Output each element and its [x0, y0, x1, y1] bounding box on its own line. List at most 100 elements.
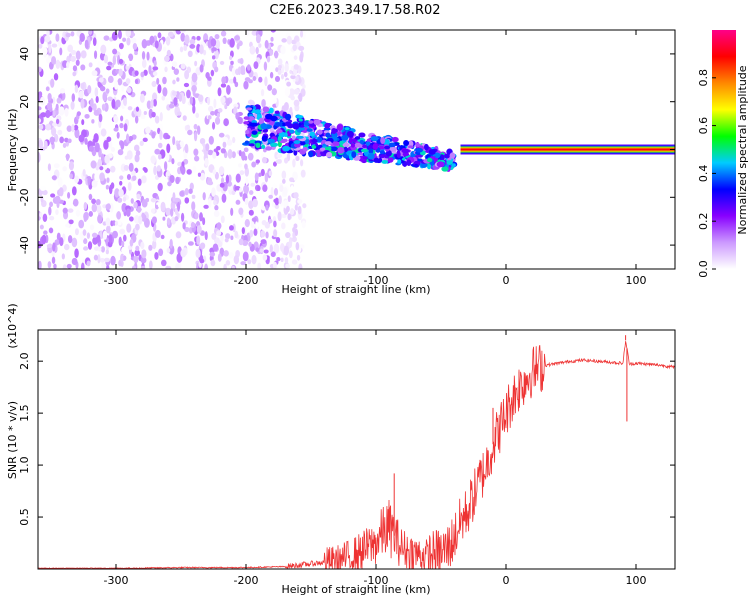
spectrogram-cell: [446, 160, 453, 165]
spectrogram-cell: [302, 203, 307, 209]
spectrogram-cell: [264, 39, 269, 49]
spectrogram-cell: [189, 182, 194, 191]
spectrogram-cell: [336, 124, 344, 131]
spectrogram-cell: [42, 189, 48, 196]
spectrogram-cell: [359, 139, 365, 145]
spectrogram-cell: [43, 140, 48, 150]
spectrogram-cell: [222, 37, 227, 45]
spectrogram-cell: [88, 30, 93, 35]
spectrogram-cell: [198, 94, 204, 103]
spectrogram-cell: [95, 198, 101, 206]
spectrogram-cell: [244, 197, 249, 205]
spectrogram-cell: [91, 232, 98, 238]
spectrogram-cell: [180, 212, 185, 222]
carrier-band: [460, 148, 675, 151]
spectrogram-cell: [46, 57, 51, 64]
spectrogram-cell: [71, 124, 75, 133]
spectrogram-cell: [114, 220, 119, 226]
spectrogram-cell: [124, 155, 129, 160]
spectrogram-cell: [176, 201, 181, 212]
spectrogram-cell: [83, 202, 88, 210]
spectrogram-cell: [178, 93, 183, 102]
spectrogram-cell: [199, 258, 205, 264]
spectrogram-cell: [298, 263, 303, 269]
spectrogram-cell: [78, 219, 85, 229]
spectrogram-cell: [297, 205, 302, 215]
spectrogram-cell: [306, 128, 313, 132]
spectrogram-cell: [199, 212, 203, 222]
spectrogram-cell: [402, 162, 407, 167]
spectrogram-cell: [237, 66, 241, 76]
spectrogram-cell: [45, 86, 50, 92]
spectrogram-cell: [101, 104, 106, 111]
spectrogram-cell: [282, 145, 290, 152]
spectrogram-cell: [133, 255, 139, 264]
spectrogram-cell: [248, 209, 254, 216]
spectrogram-cell: [154, 115, 160, 124]
spectrogram-cell: [261, 156, 268, 164]
spectrogram-cell: [342, 142, 350, 148]
spectrogram-cell: [125, 78, 131, 85]
spectrogram-cell: [297, 199, 303, 204]
spectrogram-x-label: Height of straight line (km): [281, 283, 430, 296]
spectrogram-cell: [107, 96, 113, 102]
spectrogram-cell: [53, 163, 60, 169]
spectrogram-cell: [212, 243, 219, 252]
spectrogram-cell: [259, 248, 264, 253]
spectrogram-cell: [204, 157, 209, 167]
spectrogram-cell: [151, 131, 156, 139]
spectrogram-cell: [195, 248, 201, 258]
spectrogram-cell: [260, 230, 266, 238]
spectrogram-cell: [268, 219, 273, 224]
spectrogram-cell: [69, 173, 73, 179]
spectrogram-cell: [298, 118, 303, 122]
spectrogram-cell: [229, 38, 235, 48]
spectrogram-cell: [225, 174, 230, 184]
spectrogram-cell: [268, 170, 273, 177]
spectrogram-cell: [118, 68, 123, 77]
spectrogram-cell: [165, 97, 169, 106]
spectrogram-cell: [171, 61, 178, 68]
spectrogram-cell: [260, 89, 265, 97]
spectrogram-cell: [141, 175, 147, 184]
spectrogram-cell: [119, 228, 126, 235]
spectrogram-cell: [272, 261, 277, 269]
spectrogram-cell: [122, 37, 127, 42]
spectrogram-cell: [261, 219, 267, 226]
spectrogram-cell: [268, 194, 273, 199]
spectrogram-cell: [90, 160, 97, 169]
spectrogram-cell: [86, 260, 91, 267]
spectrogram-cell: [220, 30, 227, 37]
spectrogram-cell: [273, 229, 278, 238]
spectrogram-cell: [38, 66, 42, 73]
spectrogram-cell: [55, 33, 60, 42]
spectrogram-cell: [391, 136, 399, 143]
spectrogram-cell: [251, 254, 257, 265]
spectrogram-cell: [165, 152, 170, 162]
spectrogram-cell: [451, 163, 456, 168]
spectrogram-cell: [260, 239, 267, 245]
spectrogram-cell: [212, 169, 217, 175]
spectrogram-cell: [71, 186, 77, 196]
spectrogram-cell: [344, 127, 350, 131]
spectrogram-cell: [111, 98, 116, 109]
spectrogram-cell: [283, 245, 290, 256]
spectrogram-cell: [403, 140, 410, 147]
colorbar-tick-label: 0.0: [697, 260, 710, 278]
spectrogram-cell: [158, 248, 164, 257]
spectrogram-cell: [103, 164, 108, 170]
spectrogram-cell: [281, 213, 287, 219]
spectrogram-cell: [319, 147, 327, 152]
spectrogram-cell: [162, 87, 168, 97]
spectrogram-cell: [280, 73, 284, 80]
spectrogram-cell: [152, 92, 158, 102]
spectrogram-cell: [291, 135, 296, 140]
spectrogram-cell: [46, 102, 53, 110]
spectrogram-cell: [195, 112, 200, 118]
spectrogram-cell: [285, 205, 290, 213]
spectrogram-cell: [176, 77, 180, 82]
spectrogram-cell: [50, 193, 56, 198]
spectrogram-cell: [443, 153, 450, 159]
spectrogram-cell: [99, 257, 105, 263]
spectrogram-cell: [287, 195, 291, 203]
